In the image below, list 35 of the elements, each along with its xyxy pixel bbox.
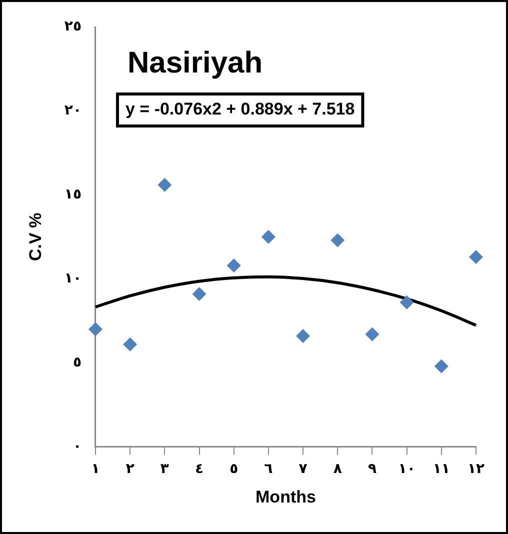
point <box>469 250 483 264</box>
x-tick-label: ٥ <box>230 460 238 477</box>
point <box>192 286 206 301</box>
x-tick-label: ٧ <box>298 460 308 477</box>
annotation: y = -0.076x2 + 0.889x + 7.518 <box>125 100 355 119</box>
y-tick-label: ٠ <box>72 438 82 454</box>
y-tick-label: ٥ <box>72 354 82 370</box>
x-tick-label: ٤ <box>194 460 204 477</box>
point <box>434 359 448 374</box>
point <box>123 337 138 352</box>
y-tick-label: ٢٥ <box>64 18 82 35</box>
point <box>261 230 276 244</box>
y-axis-title: C.V % <box>26 212 45 261</box>
x-tick-label: ١١ <box>432 460 450 477</box>
point <box>400 295 414 310</box>
point <box>365 327 380 342</box>
point <box>330 233 345 248</box>
y-tick-label: ٢٠ <box>64 102 82 119</box>
x-tick-label: ٦ <box>264 460 274 477</box>
x-tick-label: ٨ <box>333 460 342 477</box>
text: Nasiriyah <box>127 46 263 80</box>
point <box>296 328 310 343</box>
x-axis-title: Months <box>256 487 316 506</box>
point <box>158 178 172 192</box>
line-series <box>94 275 478 327</box>
y-tick-label: ١٥ <box>64 186 82 203</box>
x-tick-label: ٢ <box>126 460 135 477</box>
point <box>88 322 102 336</box>
point <box>226 258 241 272</box>
x-tick-label: ٩ <box>368 460 377 477</box>
x-tick-label: ١٠ <box>398 460 416 477</box>
x-tick-label: ١٢ <box>467 460 485 477</box>
x-tick-label: ١ <box>91 460 100 477</box>
y-tick-label: ١٠ <box>64 270 82 287</box>
x-tick-label: ٣ <box>160 460 170 477</box>
